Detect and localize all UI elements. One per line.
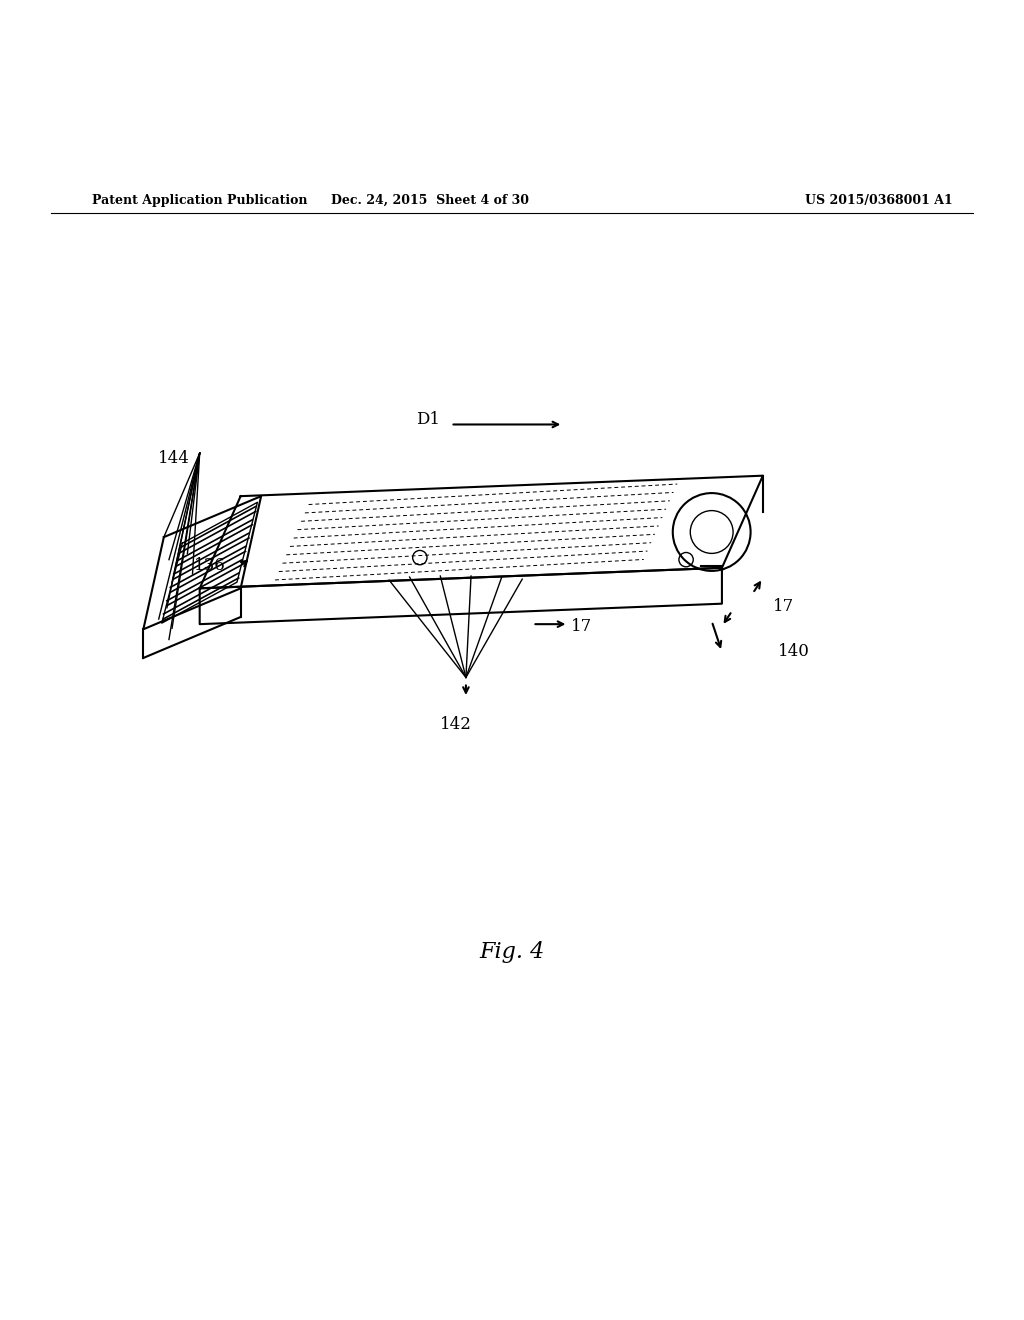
Text: 17: 17 — [571, 618, 593, 635]
Text: 136: 136 — [194, 557, 225, 574]
Text: 17: 17 — [773, 598, 795, 615]
Text: Fig. 4: Fig. 4 — [479, 941, 545, 962]
Text: 142: 142 — [439, 717, 472, 734]
Text: 140: 140 — [778, 643, 810, 660]
Text: D1: D1 — [417, 411, 440, 428]
Text: 144: 144 — [158, 450, 189, 467]
Text: Patent Application Publication: Patent Application Publication — [92, 194, 307, 207]
Text: Dec. 24, 2015  Sheet 4 of 30: Dec. 24, 2015 Sheet 4 of 30 — [331, 194, 529, 207]
Text: US 2015/0368001 A1: US 2015/0368001 A1 — [805, 194, 952, 207]
